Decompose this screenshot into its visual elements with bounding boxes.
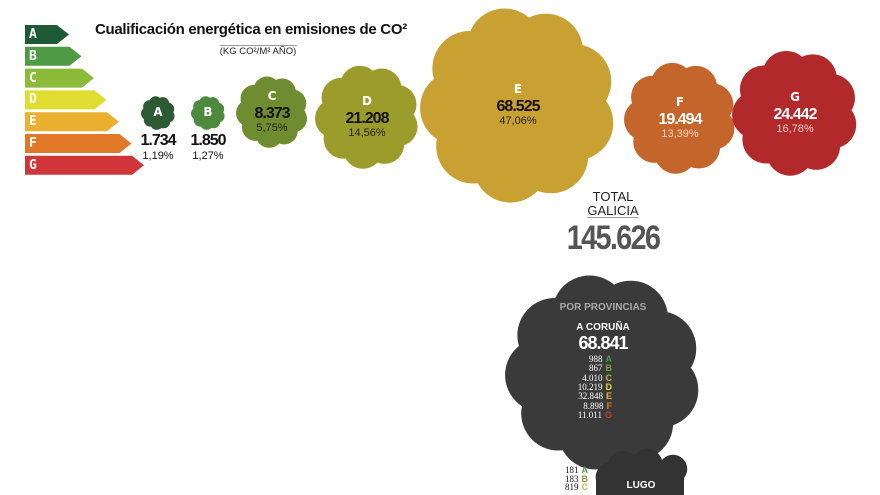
value-C: 8.373 — [254, 105, 290, 122]
province-row-lugo-C: 819 C — [565, 483, 588, 492]
provinces-heading: POR PROVINCIAS — [559, 302, 647, 313]
scale-bar-D — [25, 90, 107, 110]
province-row-coruna-F: 8.898 F — [583, 400, 613, 411]
cloud-G — [732, 50, 857, 176]
row-letter: C — [605, 372, 613, 383]
cloud-letter-D: D — [362, 94, 372, 108]
scale-label-E: E — [29, 114, 37, 130]
cloud-letter-A: A — [153, 105, 163, 119]
cloud-letter-F: F — [675, 95, 685, 109]
province-clouds — [505, 275, 699, 495]
province-total-coruna: 68.841 — [578, 333, 628, 353]
cloud-letter-E: E — [513, 82, 523, 96]
cloud-A — [141, 96, 175, 130]
percent-E: 47,06% — [499, 115, 537, 127]
row-letter: A — [605, 354, 613, 364]
cloud-D — [315, 65, 418, 169]
province-name-lugo: LUGO — [626, 480, 656, 491]
row-value: 10.219 — [577, 381, 603, 392]
scale-bar-E — [25, 112, 119, 132]
row-value: 988 — [589, 354, 603, 364]
row-value: 181 — [565, 465, 579, 475]
category-clouds — [141, 8, 857, 203]
row-value: 32.848 — [578, 391, 603, 402]
row-letter: G — [604, 409, 612, 420]
total-label-1: TOTAL — [592, 189, 634, 204]
value-D: 21.208 — [345, 110, 390, 127]
cloud-F — [624, 62, 735, 174]
total-label-2: GALICIA — [587, 203, 639, 218]
row-letter: B — [581, 473, 589, 484]
province-row-lugo-A: 181 A — [565, 466, 588, 475]
scale-bar-B — [25, 46, 82, 66]
row-letter: D — [605, 381, 613, 392]
percent-G: 16,78% — [776, 123, 814, 135]
value-A: 1.734 — [140, 132, 176, 149]
cloud-letter-B: B — [203, 105, 213, 119]
province-name-coruna: A CORUÑA — [576, 322, 630, 333]
cloud-B — [191, 96, 225, 130]
scale-bar-A — [25, 25, 69, 44]
chart-title: Cualificación energética en emisiones de… — [95, 21, 407, 38]
row-value: 11.011 — [577, 409, 602, 420]
row-letter: F — [606, 400, 613, 411]
scale-label-A: A — [29, 27, 37, 42]
row-value: 819 — [565, 482, 579, 493]
percent-D: 14,56% — [348, 127, 386, 139]
row-letter: B — [605, 363, 613, 374]
scale-label-D: D — [29, 92, 37, 108]
province-row-coruna-A: 988 A — [589, 355, 612, 364]
row-letter: A — [581, 465, 589, 475]
value-G: 24.442 — [773, 106, 818, 123]
cloud-E — [420, 8, 614, 203]
scale-bar-C — [25, 68, 94, 88]
scale-label-C: C — [29, 70, 37, 86]
cloud-letter-G: G — [790, 90, 800, 104]
value-E: 68.525 — [496, 98, 541, 115]
row-value: 8.898 — [583, 400, 604, 411]
row-value: 183 — [565, 473, 579, 484]
cloud-province-coruna — [505, 275, 699, 470]
scale-label-F: F — [29, 136, 37, 151]
province-row-coruna-E: 32.848 E — [578, 392, 612, 401]
province-row-coruna-C: 4.010 C — [582, 372, 613, 383]
percent-B: 1,27% — [192, 150, 224, 162]
percent-C: 5,75% — [256, 122, 288, 134]
province-row-lugo-B: 183 B — [565, 473, 589, 484]
scale-label-G: G — [29, 157, 37, 173]
cloud-province-lugo — [595, 448, 688, 495]
energy-scale — [25, 25, 144, 175]
row-letter: E — [605, 391, 612, 402]
province-row-coruna-D: 10.219 D — [577, 381, 613, 392]
row-value: 867 — [589, 363, 603, 374]
row-value: 4.010 — [582, 372, 603, 383]
province-row-coruna-G: 11.011 G — [577, 409, 612, 420]
chart-subtitle: (KG CO²/M² AÑO) — [219, 45, 297, 57]
percent-F: 13,39% — [661, 128, 699, 140]
scale-label-B: B — [29, 48, 37, 64]
scale-bar-G — [25, 155, 144, 175]
value-F: 19.494 — [658, 111, 703, 128]
total-value: 145.626 — [566, 219, 661, 257]
scale-bar-F — [25, 134, 132, 153]
cloud-C — [236, 76, 308, 148]
cloud-letter-C: C — [267, 89, 277, 103]
percent-A: 1,19% — [142, 150, 174, 162]
province-row-coruna-B: 867 B — [589, 364, 612, 373]
value-B: 1.850 — [190, 132, 226, 149]
row-letter: C — [581, 482, 589, 493]
